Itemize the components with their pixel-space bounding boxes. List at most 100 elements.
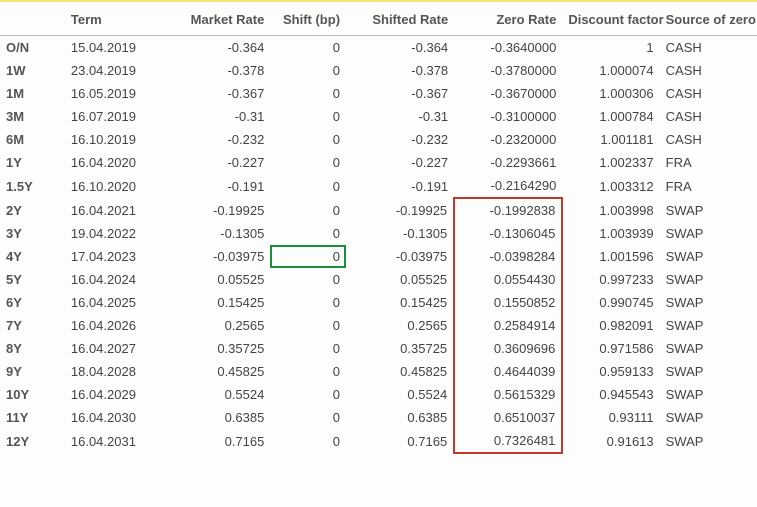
cell-source: SWAP [660, 198, 757, 222]
cell-shifted: -0.03975 [346, 245, 454, 268]
cell-shifted: 0.7165 [346, 429, 454, 453]
cell-shifted: -0.232 [346, 128, 454, 151]
col-header-market: Market Rate [162, 2, 270, 36]
col-header-tenor [0, 2, 65, 36]
col-header-shifted: Shifted Rate [346, 2, 454, 36]
col-header-source: Source of zero rate [660, 2, 757, 36]
table-row: 6Y16.04.20250.1542500.154250.15508520.99… [0, 291, 757, 314]
table-row: 6M16.10.2019-0.2320-0.232-0.23200001.001… [0, 128, 757, 151]
cell-shift[interactable]: 0 [270, 198, 346, 222]
table-row: 1.5Y16.10.2020-0.1910-0.191-0.21642901.0… [0, 174, 757, 198]
cell-shifted: -0.19925 [346, 198, 454, 222]
cell-shift[interactable]: 0 [270, 268, 346, 291]
cell-shift[interactable]: 0 [270, 222, 346, 245]
cell-shift[interactable]: 0 [270, 128, 346, 151]
cell-tenor: 6Y [0, 291, 65, 314]
cell-tenor: 1M [0, 82, 65, 105]
cell-tenor: 5Y [0, 268, 65, 291]
cell-shift[interactable]: 0 [270, 406, 346, 429]
cell-source: CASH [660, 82, 757, 105]
cell-shift[interactable]: 0 [270, 291, 346, 314]
cell-zero: 0.6510037 [454, 406, 562, 429]
cell-shift[interactable]: 0 [270, 337, 346, 360]
cell-term: 16.05.2019 [65, 82, 162, 105]
cell-zero: -0.1306045 [454, 222, 562, 245]
table-row: 3Y19.04.2022-0.13050-0.1305-0.13060451.0… [0, 222, 757, 245]
cell-tenor: 1W [0, 59, 65, 82]
cell-shift[interactable]: 0 [270, 59, 346, 82]
cell-shift[interactable]: 0 [270, 314, 346, 337]
cell-shifted: -0.31 [346, 105, 454, 128]
cell-shift[interactable]: 0 [270, 383, 346, 406]
cell-shift[interactable]: 0 [270, 360, 346, 383]
cell-source: SWAP [660, 406, 757, 429]
cell-tenor: 9Y [0, 360, 65, 383]
cell-disc: 0.982091 [562, 314, 659, 337]
cell-shift[interactable]: 0 [270, 174, 346, 198]
cell-term: 16.04.2031 [65, 429, 162, 453]
cell-shift[interactable]: 0 [270, 245, 346, 268]
cell-shifted: 0.6385 [346, 406, 454, 429]
cell-source: CASH [660, 36, 757, 60]
cell-term: 23.04.2019 [65, 59, 162, 82]
cell-term: 16.04.2026 [65, 314, 162, 337]
cell-disc: 1.003939 [562, 222, 659, 245]
col-header-shift: Shift (bp) [270, 2, 346, 36]
cell-market: -0.1305 [162, 222, 270, 245]
cell-disc: 1.002337 [562, 151, 659, 174]
cell-term: 16.04.2024 [65, 268, 162, 291]
table-row: 5Y16.04.20240.0552500.055250.05544300.99… [0, 268, 757, 291]
cell-market: -0.367 [162, 82, 270, 105]
cell-shift[interactable]: 0 [270, 105, 346, 128]
cell-source: SWAP [660, 268, 757, 291]
cell-disc: 1.001181 [562, 128, 659, 151]
cell-shifted: -0.227 [346, 151, 454, 174]
table-row: 1Y16.04.2020-0.2270-0.227-0.22936611.002… [0, 151, 757, 174]
cell-term: 16.04.2020 [65, 151, 162, 174]
cell-disc: 1.003312 [562, 174, 659, 198]
cell-tenor: 3M [0, 105, 65, 128]
cell-shifted: 0.45825 [346, 360, 454, 383]
cell-term: 16.10.2020 [65, 174, 162, 198]
cell-shifted: -0.367 [346, 82, 454, 105]
cell-tenor: 1Y [0, 151, 65, 174]
cell-shift[interactable]: 0 [270, 36, 346, 60]
cell-zero: -0.1992838 [454, 198, 562, 222]
cell-term: 16.10.2019 [65, 128, 162, 151]
table-row: 8Y16.04.20270.3572500.357250.36096960.97… [0, 337, 757, 360]
cell-tenor: 6M [0, 128, 65, 151]
cell-term: 16.04.2029 [65, 383, 162, 406]
cell-tenor: 4Y [0, 245, 65, 268]
cell-zero: 0.3609696 [454, 337, 562, 360]
cell-zero: 0.5615329 [454, 383, 562, 406]
cell-market: 0.7165 [162, 429, 270, 453]
cell-tenor: 3Y [0, 222, 65, 245]
cell-zero: 0.0554430 [454, 268, 562, 291]
table-row: 4Y17.04.2023-0.039750-0.03975-0.03982841… [0, 245, 757, 268]
cell-shift[interactable]: 0 [270, 82, 346, 105]
table-row: 12Y16.04.20310.716500.71650.73264810.916… [0, 429, 757, 453]
table-row: 11Y16.04.20300.638500.63850.65100370.931… [0, 406, 757, 429]
cell-source: CASH [660, 59, 757, 82]
table-body: O/N15.04.2019-0.3640-0.364-0.36400001CAS… [0, 36, 757, 454]
cell-market: 0.35725 [162, 337, 270, 360]
cell-shift[interactable]: 0 [270, 151, 346, 174]
cell-tenor: 11Y [0, 406, 65, 429]
cell-zero: -0.3780000 [454, 59, 562, 82]
rates-table: Term Market Rate Shift (bp) Shifted Rate… [0, 2, 757, 454]
table-row: 3M16.07.2019-0.310-0.31-0.31000001.00078… [0, 105, 757, 128]
cell-market: -0.364 [162, 36, 270, 60]
cell-source: SWAP [660, 245, 757, 268]
cell-market: -0.191 [162, 174, 270, 198]
cell-shifted: -0.364 [346, 36, 454, 60]
cell-source: SWAP [660, 222, 757, 245]
cell-term: 16.07.2019 [65, 105, 162, 128]
cell-disc: 0.997233 [562, 268, 659, 291]
cell-disc: 1.000306 [562, 82, 659, 105]
cell-source: SWAP [660, 314, 757, 337]
cell-shifted: 0.15425 [346, 291, 454, 314]
cell-shifted: -0.378 [346, 59, 454, 82]
cell-shift[interactable]: 0 [270, 429, 346, 453]
cell-zero: 0.2584914 [454, 314, 562, 337]
col-header-term: Term [65, 2, 162, 36]
